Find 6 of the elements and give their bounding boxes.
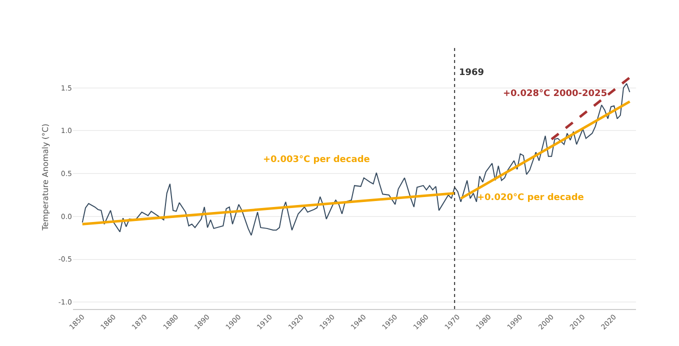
annotation: +0.028°C 2000-2025 [503,89,608,99]
ref-line-label: 1969 [459,68,484,78]
line-series [82,83,630,236]
annotation: +0.003°C per decade [263,155,370,165]
y-axis-title: Temperature Anomaly (°C) [41,124,50,232]
annotation: +0.020°C per decade [477,193,584,203]
